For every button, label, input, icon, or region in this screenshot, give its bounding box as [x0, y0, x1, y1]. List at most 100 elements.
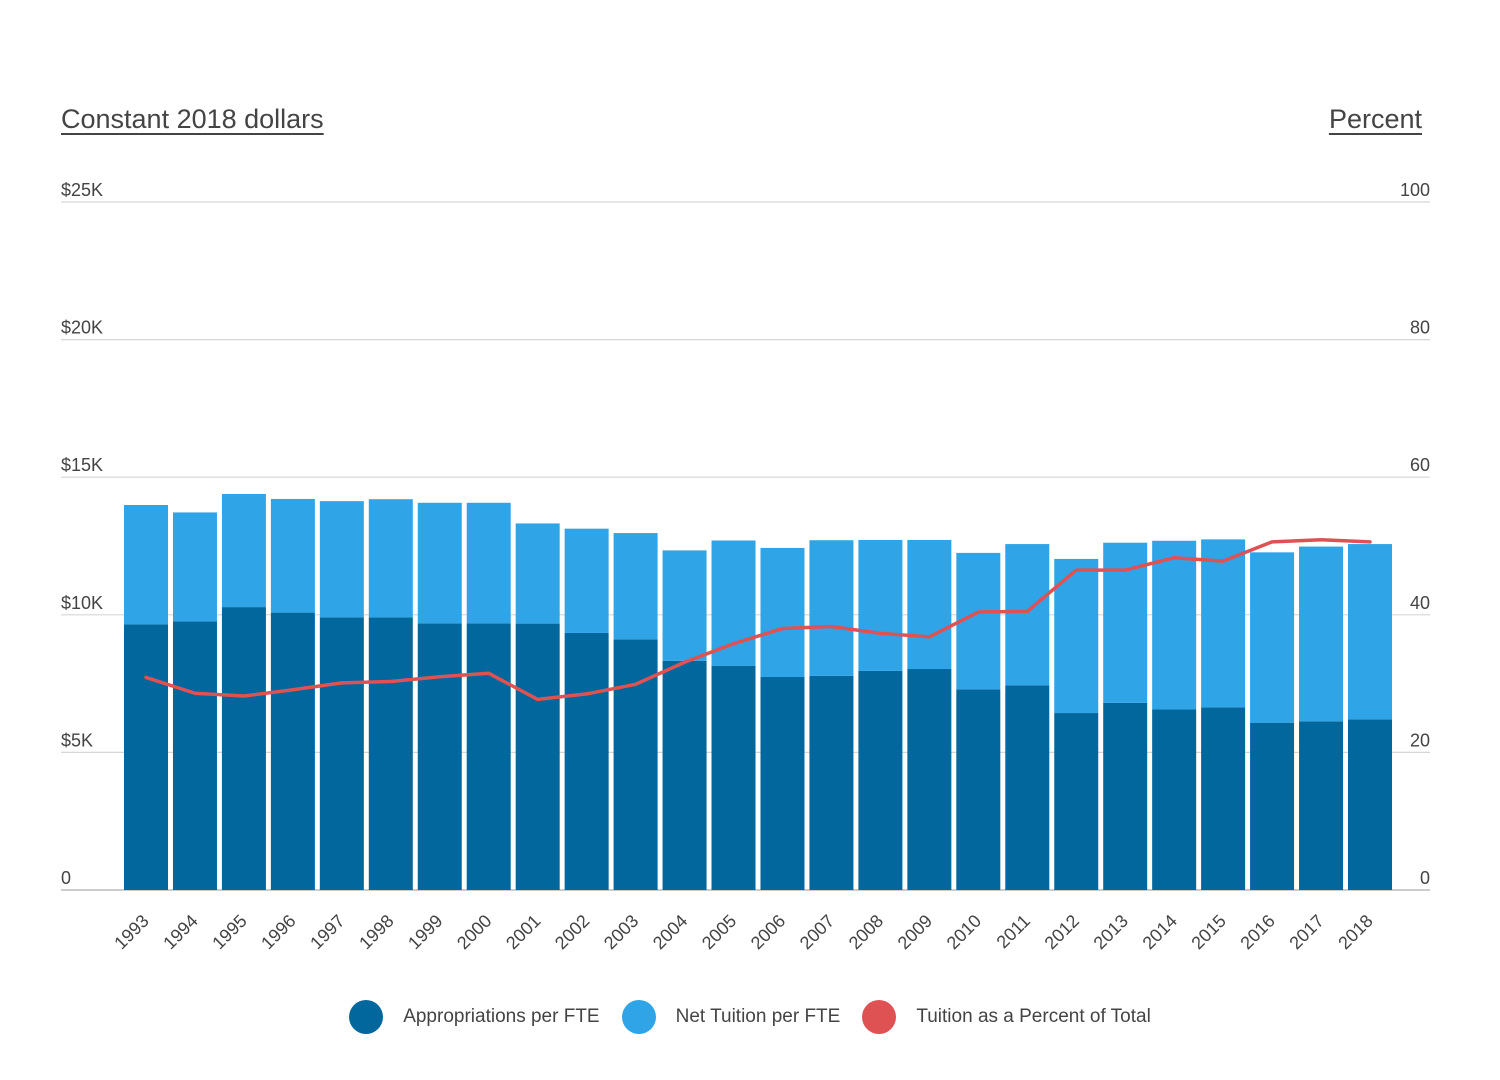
right-tick-label: 20: [1410, 730, 1430, 750]
x-tick-label: 2003: [600, 911, 642, 953]
legend-label-appropriations: Appropriations per FTE: [403, 1006, 600, 1027]
bar-net-tuition: [711, 540, 756, 666]
x-tick-label: 2008: [845, 911, 887, 953]
bar-appropriations: [1152, 709, 1197, 890]
bar-net-tuition: [564, 528, 609, 633]
bar-appropriations: [1201, 707, 1246, 890]
x-tick-label: 2000: [453, 911, 495, 953]
left-tick-label: $20K: [61, 318, 103, 338]
x-tick-label: 2007: [796, 911, 838, 953]
bar-net-tuition: [417, 502, 462, 624]
x-tick-label: 2011: [993, 911, 1035, 953]
bar-appropriations: [907, 669, 952, 890]
x-tick-label: 1995: [208, 911, 250, 953]
left-tick-label: $5K: [61, 730, 93, 750]
x-tick-label: 2012: [1041, 911, 1083, 953]
x-tick-label: 2018: [1334, 911, 1376, 953]
x-tick-label: 2004: [649, 911, 691, 953]
bar-net-tuition: [124, 504, 168, 625]
left-tick-label: $10K: [61, 593, 103, 613]
x-tick-label: 2001: [502, 911, 544, 953]
bar-net-tuition: [515, 523, 560, 624]
bar-net-tuition: [1152, 540, 1197, 710]
bar-appropriations: [124, 624, 168, 890]
bar-appropriations: [417, 623, 462, 890]
bar-net-tuition: [858, 539, 903, 671]
legend-item-net-tuition[interactable]: Net Tuition per FTE: [621, 1000, 841, 1034]
x-tick-label: 2013: [1090, 911, 1132, 953]
x-tick-label: 1996: [257, 911, 299, 953]
x-tick-label: 1997: [306, 911, 348, 953]
legend-swatch-appropriations: [349, 1000, 384, 1034]
left-axis-title: Constant 2018 dollars: [61, 104, 324, 134]
bar-appropriations: [1348, 719, 1392, 890]
bar-appropriations: [270, 612, 315, 890]
legend-swatch-tuition-percent: [862, 1000, 897, 1034]
bar-appropriations: [809, 675, 854, 890]
x-tick-label: 2002: [551, 911, 593, 953]
legend: Appropriations per FTE Net Tuition per F…: [0, 1000, 1500, 1034]
x-tick-label: 1994: [159, 911, 201, 953]
bar-appropriations: [221, 607, 266, 890]
legend-swatch-net-tuition: [621, 1000, 656, 1034]
bar-net-tuition: [1250, 552, 1295, 723]
left-tick-label: $25K: [61, 180, 103, 200]
bar-appropriations: [1054, 713, 1099, 890]
x-tick-label: 2016: [1236, 911, 1278, 953]
bar-net-tuition: [319, 501, 364, 618]
bar-appropriations: [1299, 721, 1344, 890]
bar-net-tuition: [907, 539, 952, 670]
right-tick-label: 40: [1410, 593, 1430, 613]
bar-appropriations: [956, 689, 1001, 890]
bar-appropriations: [1103, 702, 1148, 890]
x-tick-label: 2005: [698, 911, 740, 953]
right-tick-label: 0: [1420, 868, 1430, 888]
bar-net-tuition: [760, 547, 805, 677]
x-tick-label: 2009: [894, 911, 936, 953]
bar-net-tuition: [368, 499, 413, 618]
bar-appropriations: [466, 623, 511, 890]
bar-net-tuition: [1299, 546, 1344, 722]
bar-appropriations: [319, 617, 364, 890]
bar-appropriations: [613, 639, 658, 890]
bar-appropriations: [172, 621, 217, 890]
bar-net-tuition: [1201, 539, 1246, 708]
x-tick-label: 2014: [1139, 911, 1181, 953]
bar-net-tuition: [613, 533, 658, 640]
x-tick-label: 1993: [110, 911, 152, 953]
legend-label-tuition-percent: Tuition as a Percent of Total: [916, 1006, 1151, 1027]
x-tick-label: 1999: [404, 911, 446, 953]
right-tick-label: 80: [1410, 318, 1430, 338]
line-tuition-percent: [144, 538, 1372, 702]
x-tick-label: 1998: [355, 911, 397, 953]
bar-net-tuition: [1348, 544, 1392, 720]
bar-appropriations: [662, 660, 707, 890]
bar-appropriations: [564, 632, 609, 890]
bar-net-tuition: [270, 498, 315, 613]
bar-appropriations: [1250, 722, 1295, 890]
right-tick-label: 100: [1400, 180, 1430, 200]
left-tick-label: $15K: [61, 455, 103, 475]
bar-appropriations: [760, 676, 805, 890]
x-tick-label: 2015: [1187, 911, 1229, 953]
bar-appropriations: [711, 665, 756, 890]
bar-net-tuition: [1005, 544, 1050, 686]
legend-item-tuition-percent[interactable]: Tuition as a Percent of Total: [862, 1000, 1151, 1034]
bar-net-tuition: [221, 493, 266, 608]
bar-net-tuition: [662, 550, 707, 661]
x-tick-label: 2006: [747, 911, 789, 953]
bar-net-tuition: [466, 502, 511, 624]
bar-appropriations: [1005, 685, 1050, 890]
legend-label-net-tuition: Net Tuition per FTE: [675, 1006, 841, 1027]
x-tick-label: 2010: [943, 911, 985, 953]
bar-appropriations: [368, 617, 413, 890]
right-axis-title: Percent: [1328, 104, 1422, 134]
right-tick-label: 60: [1410, 455, 1430, 475]
left-tick-label: 0: [61, 868, 71, 888]
legend-item-appropriations[interactable]: Appropriations per FTE: [349, 1000, 600, 1034]
bar-appropriations: [858, 670, 903, 890]
x-tick-label: 2017: [1285, 911, 1327, 953]
bar-net-tuition: [172, 512, 217, 622]
